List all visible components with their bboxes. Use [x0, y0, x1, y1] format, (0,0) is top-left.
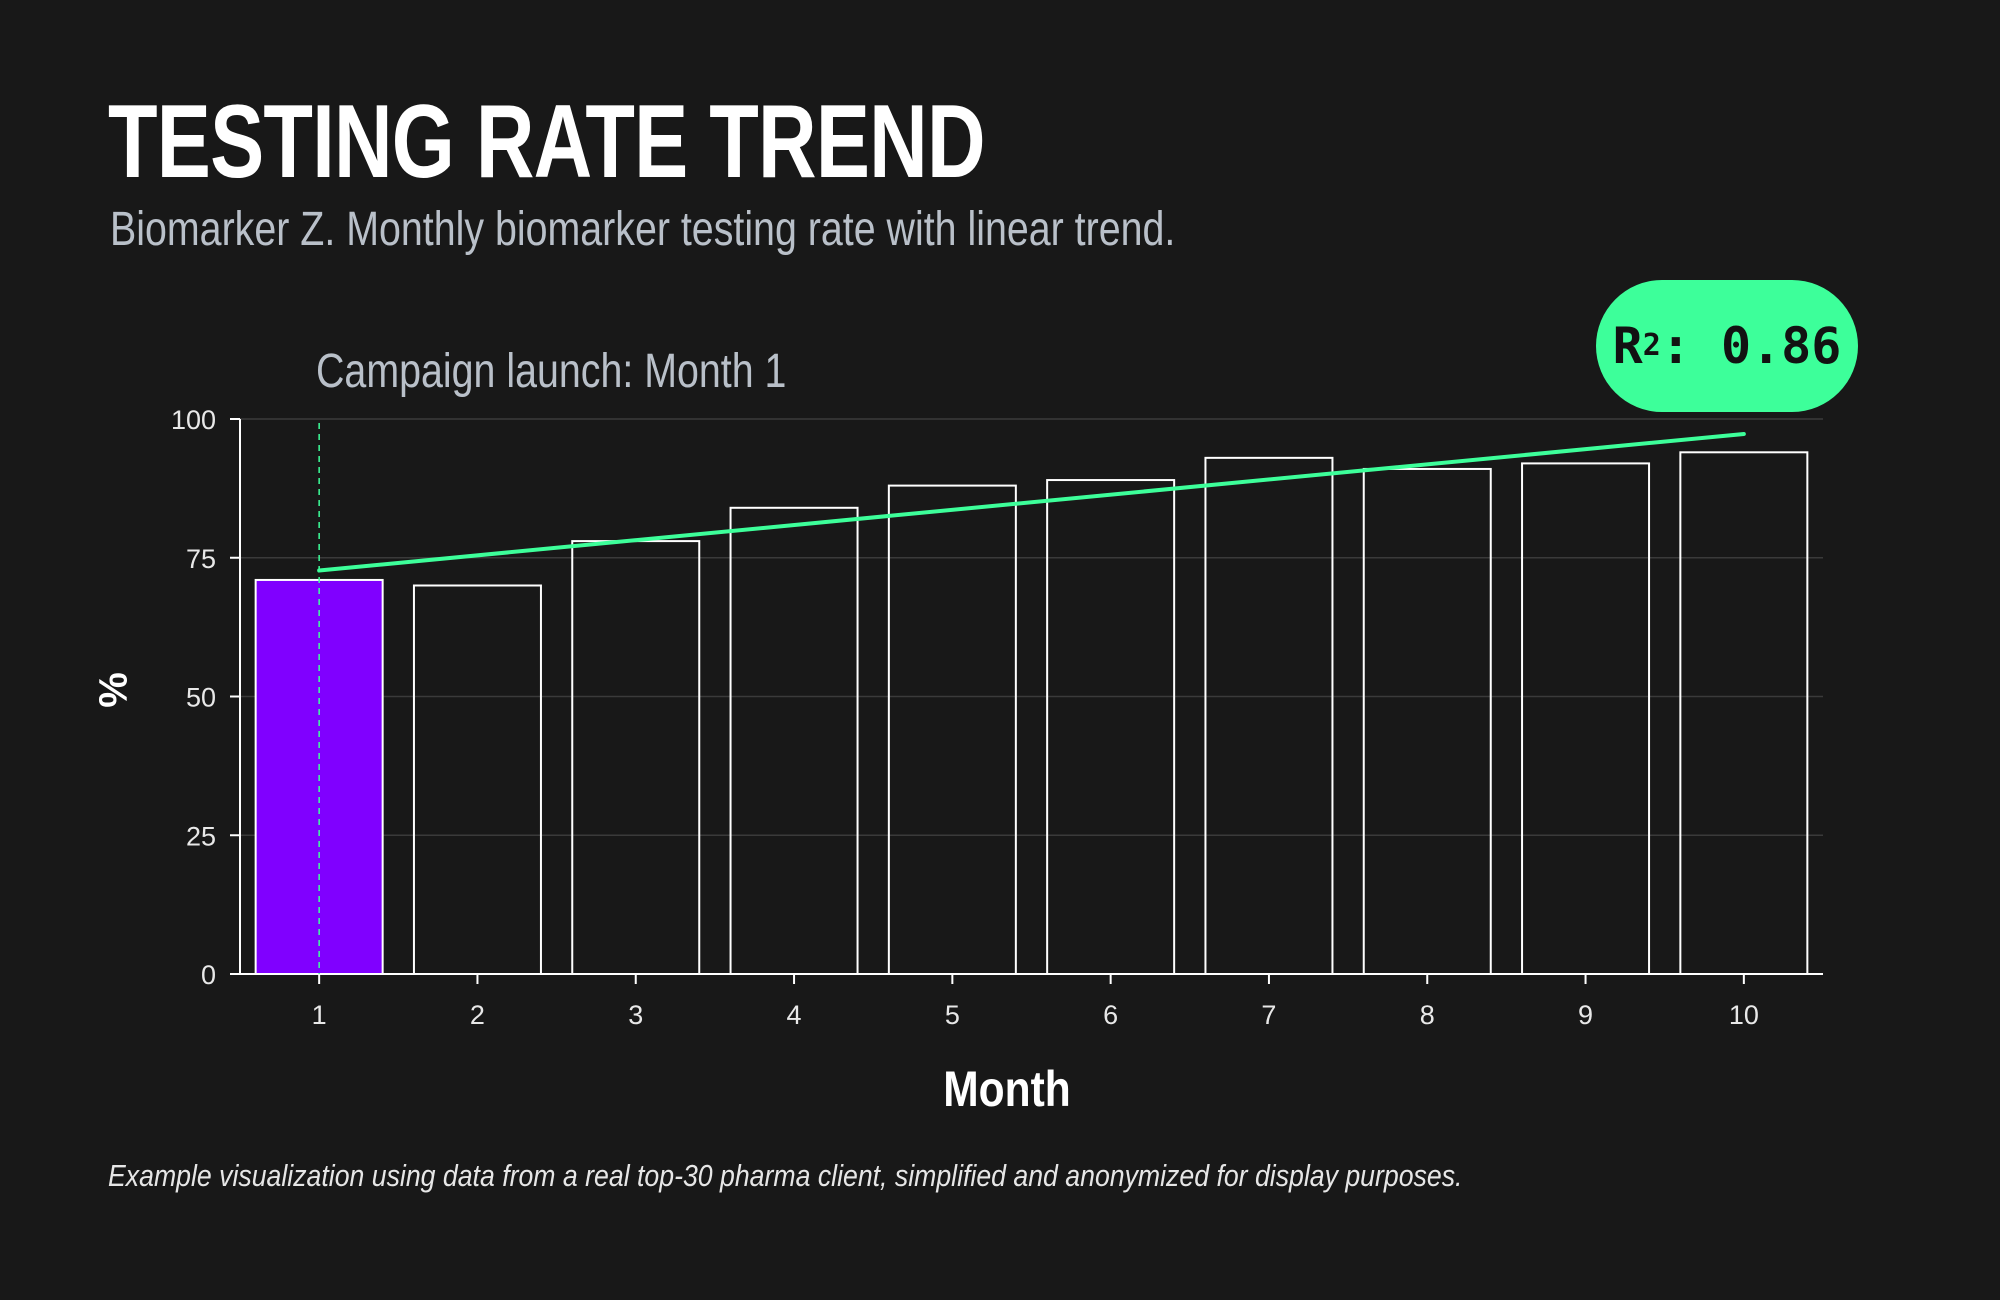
chart-title: TESTING RATE TREND — [108, 84, 986, 200]
bar — [887, 484, 1017, 975]
x-axis-label: Month — [943, 1061, 1071, 1117]
y-tick-label: 100 — [171, 405, 216, 435]
y-tick-label: 25 — [186, 821, 216, 851]
y-tick-label: 0 — [201, 960, 216, 990]
y-tick-label: 50 — [186, 683, 216, 713]
x-tick-label: 2 — [470, 1000, 485, 1030]
r-squared-label: R — [1612, 317, 1643, 375]
x-tick-label: 6 — [1103, 1000, 1118, 1030]
bar — [1204, 456, 1334, 976]
bar — [1362, 467, 1492, 975]
y-axis-label: % — [91, 672, 136, 708]
bar — [1679, 451, 1809, 975]
bar — [571, 540, 701, 975]
x-tick-label: 9 — [1578, 1000, 1593, 1030]
chart-subtitle: Biomarker Z. Monthly biomarker testing r… — [110, 203, 1176, 256]
bar — [1521, 462, 1651, 975]
x-tick-label: 4 — [787, 1000, 802, 1030]
bar — [412, 584, 542, 975]
bar — [1046, 479, 1176, 975]
x-tick-label: 8 — [1420, 1000, 1435, 1030]
bar — [729, 506, 859, 975]
x-tick-label: 3 — [628, 1000, 643, 1030]
y-tick-label: 75 — [186, 544, 216, 574]
x-tick-label: 10 — [1729, 1000, 1759, 1030]
trend-line — [317, 431, 1746, 573]
footnote: Example visualization using data from a … — [108, 1158, 1463, 1193]
campaign-launch-annotation: Campaign launch: Month 1 — [316, 345, 787, 398]
r-squared-value: : 0.86 — [1660, 317, 1842, 375]
x-tick-label: 7 — [1261, 1000, 1276, 1030]
x-tick-label: 5 — [945, 1000, 960, 1030]
x-tick-label: 1 — [312, 1000, 327, 1030]
